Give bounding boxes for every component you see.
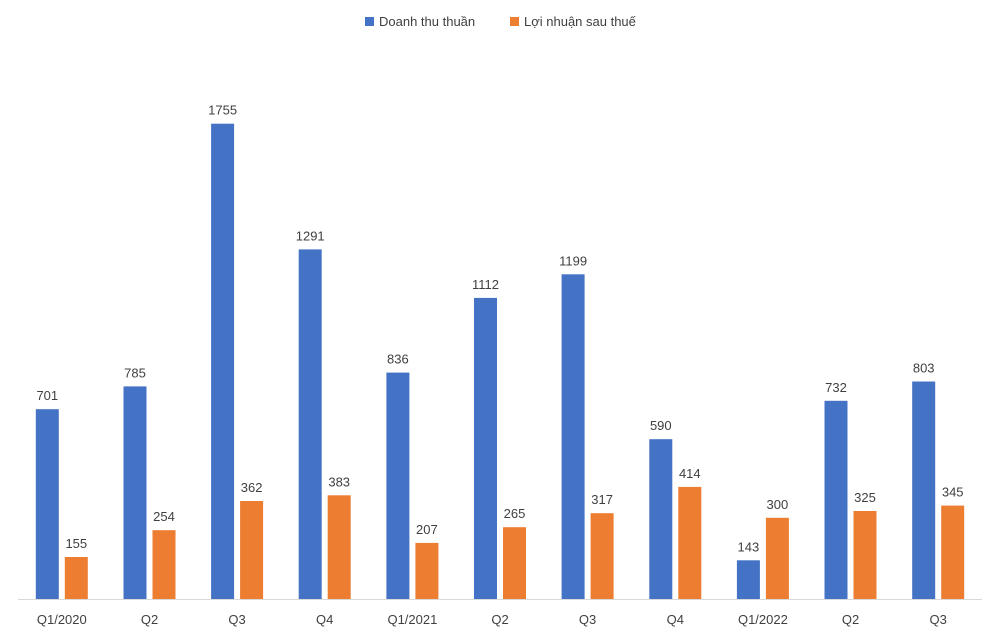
x-tick-label-8: Q4 xyxy=(667,612,684,627)
data-label-s2-5: 207 xyxy=(416,522,438,537)
data-label-s2-6: 265 xyxy=(504,506,526,521)
data-label-s1-4: 1291 xyxy=(296,228,325,243)
x-tick-label-5: Q1/2021 xyxy=(387,612,437,627)
data-label-s2-3: 362 xyxy=(241,480,263,495)
legend: Doanh thu thuần Lợi nhuận sau thuế xyxy=(365,14,637,29)
bar-s1-1 xyxy=(35,409,59,599)
data-label-s1-7: 1199 xyxy=(559,253,587,268)
legend-label-1: Doanh thu thuần xyxy=(379,14,475,29)
bar-s1-4 xyxy=(298,249,322,599)
legend-swatch-2 xyxy=(510,17,519,26)
data-label-s2-8: 414 xyxy=(679,466,701,481)
data-label-s1-5: 836 xyxy=(387,352,409,367)
bar-s1-2 xyxy=(123,386,147,599)
bar-s1-9 xyxy=(736,560,760,599)
bar-s2-7 xyxy=(590,513,614,599)
bar-s2-1 xyxy=(64,557,88,599)
bar-s2-2 xyxy=(152,530,176,599)
data-label-s2-9: 300 xyxy=(767,497,789,512)
x-tick-label-7: Q3 xyxy=(579,612,596,627)
x-tick-label-9: Q1/2022 xyxy=(738,612,788,627)
x-tick-labels-group: Q1/2020 Q2 Q3 Q4 Q1/2021 Q2 Q3 Q4 Q1/2022 Q2 Q3 xyxy=(37,612,947,627)
bar-s1-6 xyxy=(474,297,497,599)
data-label-s1-2: 785 xyxy=(124,365,146,380)
x-tick-label-2: Q2 xyxy=(141,612,158,627)
data-label-s2-4: 383 xyxy=(328,474,350,489)
data-labels-group: 701 155 785 254 1755 362 1291 383 836 207 1112 265 1… xyxy=(36,103,963,555)
data-label-s1-3: 1755 xyxy=(208,103,237,118)
x-tick-label-4: Q4 xyxy=(316,612,333,627)
legend-swatch-1 xyxy=(365,17,374,26)
data-label-s1-1: 701 xyxy=(36,388,58,403)
bar-s2-4 xyxy=(327,495,351,599)
data-label-s2-2: 254 xyxy=(153,509,175,524)
bar-s1-8 xyxy=(649,439,673,599)
data-label-s2-7: 317 xyxy=(591,492,613,507)
data-label-s1-8: 590 xyxy=(650,418,672,433)
bar-s2-9 xyxy=(765,517,789,599)
bars-group xyxy=(35,123,965,599)
legend-label-2: Lợi nhuận sau thuế xyxy=(524,14,637,29)
data-label-s1-11: 803 xyxy=(913,361,935,376)
data-label-s1-9: 143 xyxy=(738,539,760,554)
data-label-s2-1: 155 xyxy=(65,536,87,551)
bar-s1-10 xyxy=(824,400,848,599)
x-tick-label-10: Q2 xyxy=(842,612,859,627)
bar-s1-3 xyxy=(211,123,235,599)
bar-s1-7 xyxy=(561,274,585,599)
x-tick-label-3: Q3 xyxy=(228,612,245,627)
bar-s1-11 xyxy=(912,381,936,599)
data-label-s1-6: 1112 xyxy=(472,277,499,292)
data-label-s2-10: 325 xyxy=(854,490,876,505)
x-tick-label-6: Q2 xyxy=(491,612,508,627)
bar-s2-8 xyxy=(678,486,702,599)
bar-s2-3 xyxy=(240,501,264,599)
data-label-s1-10: 732 xyxy=(825,380,847,395)
x-tick-label-1: Q1/2020 xyxy=(37,612,87,627)
bar-s2-6 xyxy=(503,527,526,599)
bar-s2-10 xyxy=(853,511,877,599)
bar-s1-5 xyxy=(386,372,410,599)
bar-s2-11 xyxy=(941,505,965,599)
data-label-s2-11: 345 xyxy=(942,485,964,500)
bar-s2-5 xyxy=(415,542,439,599)
x-tick-label-11: Q3 xyxy=(930,612,947,627)
